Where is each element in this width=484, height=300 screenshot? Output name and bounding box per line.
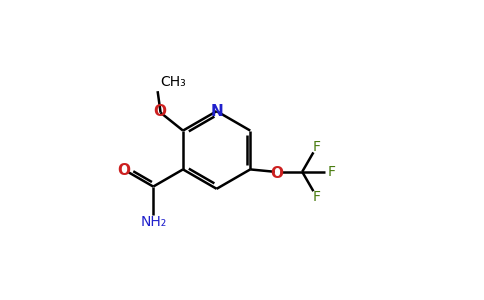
Text: O: O (153, 104, 166, 119)
Text: O: O (118, 163, 130, 178)
Text: F: F (313, 190, 321, 204)
Text: F: F (327, 165, 335, 179)
Text: F: F (313, 140, 321, 154)
Text: CH₃: CH₃ (161, 75, 186, 89)
Text: N: N (210, 104, 223, 119)
Text: NH₂: NH₂ (140, 214, 166, 229)
Text: O: O (271, 166, 284, 181)
